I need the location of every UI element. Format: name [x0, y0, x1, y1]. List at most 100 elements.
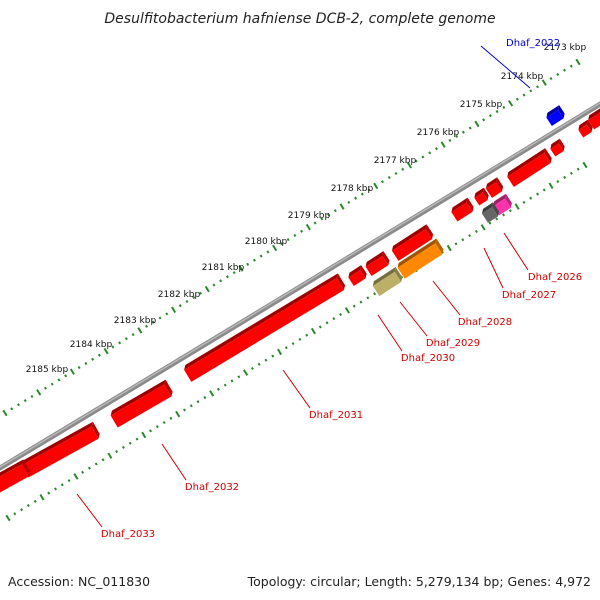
outer-tick [482, 118, 486, 122]
inner-tick [305, 333, 309, 337]
inner-tick [5, 514, 11, 522]
gene-dhaf-2029-side [394, 267, 403, 282]
outer-tick [529, 89, 533, 93]
outer-tick [515, 97, 519, 101]
gene-dhaf-2028-face [397, 243, 443, 279]
outer-tick [259, 254, 263, 258]
inner-tick [189, 404, 193, 408]
dhaf-2029-leader-line [399, 301, 428, 337]
inner-tick [446, 244, 452, 252]
outer-tick [204, 285, 210, 293]
inner-tick [264, 358, 268, 362]
inner-tick [480, 224, 486, 231]
inner-tick [298, 337, 302, 341]
inner-tick [474, 229, 478, 233]
inner-tick [175, 410, 181, 418]
scale-tick-label: 2182 kbp [158, 290, 201, 300]
outer-tick [541, 79, 547, 86]
inner-tick [468, 234, 472, 238]
gene-block [365, 251, 390, 277]
outer-tick [279, 242, 283, 246]
gene-block-face [474, 192, 488, 206]
dhaf-2030-label: Dhaf_2030 [401, 353, 455, 364]
inner-tick [203, 395, 207, 400]
inner-tick [344, 307, 350, 314]
outer-tick [448, 138, 452, 142]
backbone-highlight [0, 102, 600, 468]
gene-block-top [365, 251, 384, 267]
scale-tick-label: 2177 kbp [374, 156, 417, 166]
outer-tick [10, 407, 14, 411]
scale-tick-label: 2183 kbp [114, 316, 157, 326]
inner-tick [495, 217, 499, 221]
outer-tick [360, 192, 364, 196]
scale-tick-label: 2176 kbp [417, 128, 460, 138]
inner-tick [115, 450, 119, 454]
inner-tick [87, 466, 91, 470]
inner-tick [373, 292, 377, 296]
gene-block-face [588, 112, 600, 130]
gene-block-face [485, 182, 503, 198]
outer-tick [406, 161, 412, 169]
topology-text: Topology: circular; Length: 5,279,134 bp… [247, 574, 591, 589]
scale-tick-label: 2180 kbp [245, 237, 288, 247]
dhaf-2022-leader-line [480, 45, 531, 89]
gene-block-top [588, 107, 600, 121]
gene-block [578, 119, 593, 138]
inner-tick [508, 209, 512, 213]
dhaf-2032-label: Dhaf_2032 [185, 482, 239, 493]
gene-block-side [482, 187, 489, 201]
outer-tick [178, 304, 182, 308]
scale-labels: 2173 kbp 2174 kbp 2175 kbp 2176 kbp 2177 kbp… [26, 43, 587, 375]
inner-tick [277, 348, 283, 356]
scale-tick-label: 2175 kbp [460, 100, 503, 110]
gene-block-side [22, 459, 31, 477]
inner-tick [13, 512, 17, 516]
outer-tick [549, 76, 553, 81]
outer-tick [495, 110, 499, 114]
outer-tick [124, 337, 128, 341]
inner-tick [339, 312, 343, 317]
inner-tick [352, 304, 356, 308]
dhaf-2033-label: Dhaf_2033 [101, 529, 155, 540]
outer-tick [84, 361, 88, 365]
outer-tick [401, 167, 405, 171]
outer-tick [293, 233, 297, 238]
outer-tick [43, 386, 47, 390]
outer-tick [455, 134, 459, 138]
outer-tick [305, 223, 311, 231]
gene-dhaf-2022-top [546, 105, 560, 118]
gene-dhaf-2032-side [164, 379, 173, 397]
outer-tick [414, 159, 418, 163]
inner-tick [230, 379, 234, 383]
inner-tick [332, 317, 336, 321]
outer-tick [508, 100, 514, 107]
inner-tick [576, 167, 580, 171]
outer-tick-ring [2, 58, 581, 417]
inner-tick [243, 369, 249, 376]
outer-tick [57, 378, 61, 382]
outer-tick [165, 312, 169, 316]
gene-dhaf-2031 [184, 273, 346, 382]
inner-tick [60, 483, 64, 487]
gene-dhaf-2033-side [91, 421, 100, 439]
gene-block [507, 148, 552, 188]
outer-tick [103, 347, 109, 355]
inner-tick [107, 452, 113, 459]
dhaf-2030-leader-line [377, 314, 403, 352]
outer-tick [36, 389, 42, 396]
inner-tick [318, 325, 322, 329]
gene-block-face [365, 255, 389, 277]
outer-tick [434, 147, 438, 151]
scale-tick-label: 2179 kbp [288, 211, 331, 221]
dhaf-2022-label: Dhaf_2022 [506, 38, 560, 49]
outer-tick [2, 409, 8, 417]
outer-tick [232, 271, 236, 275]
inner-tick [284, 346, 288, 350]
inner-tick [73, 473, 79, 480]
outer-tick [320, 217, 324, 221]
outer-tick [246, 262, 250, 266]
gene-dhaf-2031-face [184, 278, 344, 382]
dhaf-2031-leader-line [282, 369, 311, 409]
